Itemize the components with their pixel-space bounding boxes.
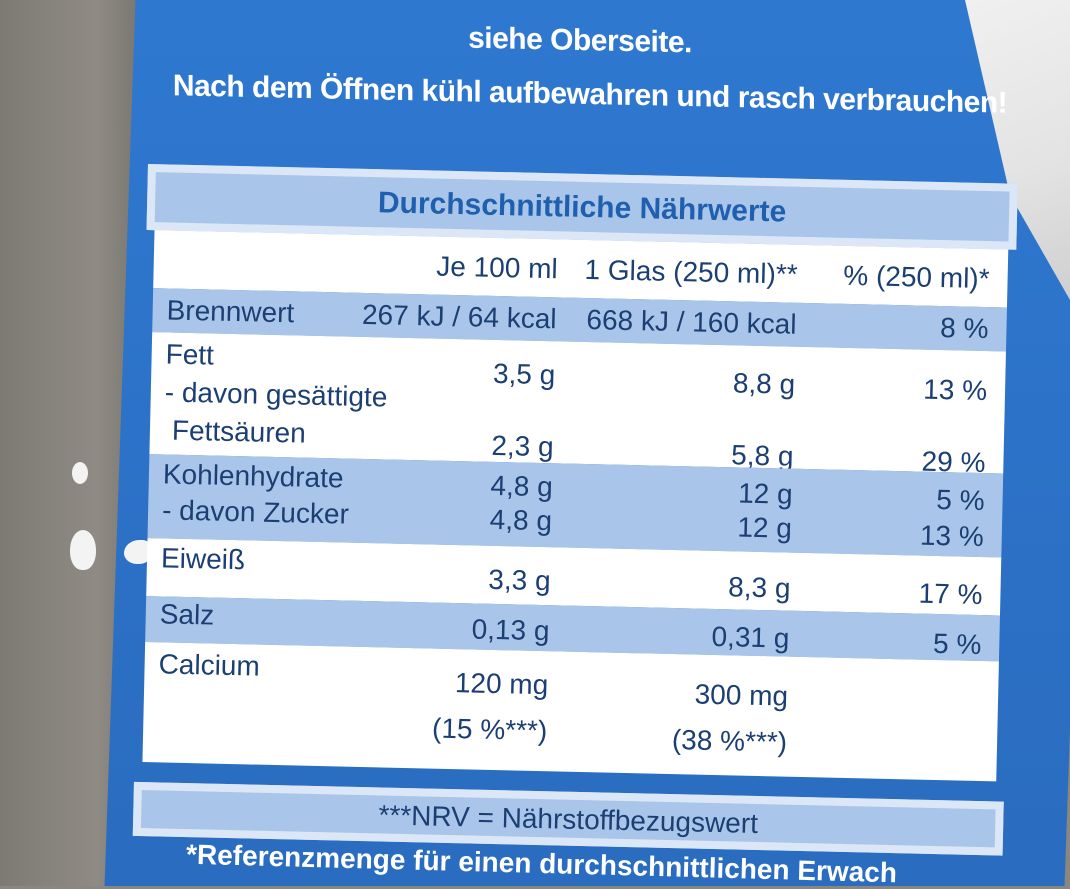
col-percent: % (250 ml)* [843,259,990,295]
row-je100: (15 %***) [431,712,548,747]
row-je100: 267 kJ / 64 kcal [361,298,557,335]
table-row: Calcium 120 mg 300 mg (15 %***) (38 %***… [142,642,999,782]
row-je100: 3,3 g [488,563,552,597]
row-je100: 3,5 g [492,357,556,391]
col-je-100ml: Je 100 ml [436,250,559,285]
droplet-decoration [70,530,96,570]
row-label: - davon Zucker [161,494,350,530]
row-glas: 668 kJ / 160 kcal [586,303,797,340]
row-je100: 4,8 g [489,503,553,537]
table-row: Fett 3,5 g 8,8 g 13 % - davon gesättigte… [149,332,1006,478]
row-glas: 8,8 g [732,367,796,400]
row-pct: 13 % [922,373,988,407]
nutrition-panel: Durchschnittliche Nährwerte Je 100 ml 1 … [132,164,1018,866]
row-pct: 8 % [939,312,989,345]
row-glas: 12 g [737,511,793,544]
row-label: Fett [165,338,215,371]
row-glas: 12 g [737,477,794,510]
row-label: Eiweiß [160,542,246,576]
row-pct: 17 % [918,577,983,611]
col-glas: 1 Glas (250 ml)** [584,253,799,290]
row-je100: 120 mg [454,667,549,701]
row-je100: 4,8 g [490,469,554,503]
row-glas: (38 %***) [671,724,788,758]
row-label: Calcium [158,648,261,682]
row-label: Brennwert [166,294,295,329]
row-je100: 2,3 g [491,429,555,463]
droplet-decoration [72,462,88,484]
row-glas: 300 mg [694,678,789,712]
row-glas: 8,3 g [727,571,791,604]
row-label: Kohlenhydrate [162,458,344,494]
row-label: Fettsäuren [171,414,307,449]
row-glas: 0,31 g [711,620,790,654]
row-je100: 0,13 g [471,613,550,647]
row-pct: 5 % [932,627,982,661]
row-label: - davon gesättigte [164,376,388,413]
row-label: Salz [159,598,215,631]
nutrition-table: Je 100 ml 1 Glas (250 ml)** % (250 ml)* … [142,230,1009,782]
row-pct: 13 % [919,519,985,553]
row-pct: 5 % [935,483,985,517]
